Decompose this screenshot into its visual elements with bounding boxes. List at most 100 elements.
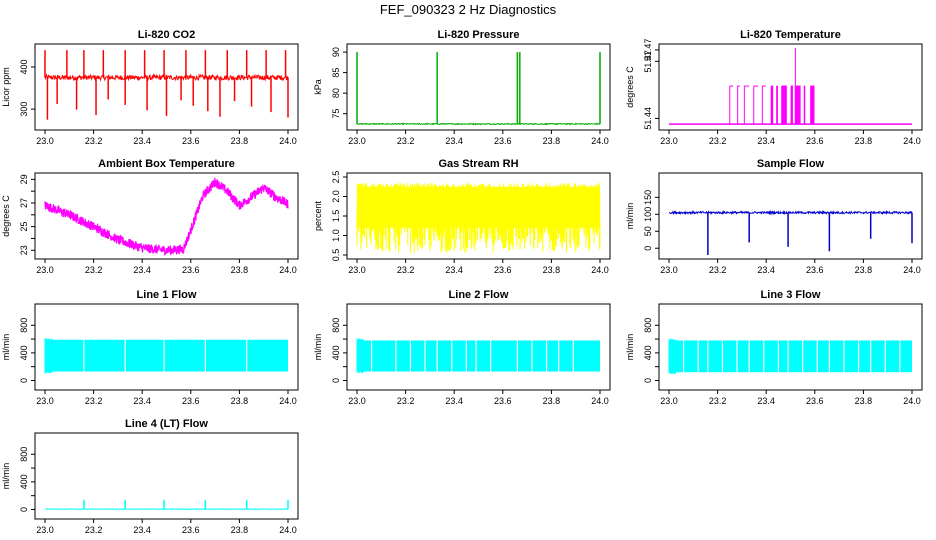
chart-title: Sample Flow: [757, 158, 825, 170]
toggle-block: [795, 86, 801, 125]
y-axis-label: kPa: [313, 79, 323, 95]
x-tick-label: 23.0: [660, 136, 678, 146]
x-tick-label: 23.2: [397, 396, 415, 406]
y-tick-label: 90: [331, 47, 341, 57]
x-tick-label: 23.6: [806, 265, 824, 275]
chart-title: Li-820 Pressure: [438, 29, 520, 41]
y-tick-label: 800: [331, 318, 341, 333]
page-title: FEF_090323 2 Hz Diagnostics: [379, 2, 557, 17]
x-tick-label: 23.6: [182, 265, 200, 275]
y-tick-label: 0: [19, 507, 29, 512]
chart-panel: Li-820 CO2 Licor ppm 23.0 23.2 23.4 23.6 23.8 2…: [1, 29, 299, 146]
plot-frame: [658, 172, 923, 260]
x-tick-label: 23.2: [85, 396, 103, 406]
x-tick-label: 23.8: [231, 136, 249, 146]
plot-frame: [34, 43, 299, 131]
x-tick-label: 23.8: [855, 265, 873, 275]
x-tick-label: 23.4: [757, 136, 775, 146]
x-tick-label: 23.8: [231, 396, 249, 406]
x-tick-label: 23.2: [709, 265, 727, 275]
x-tick-label: 23.4: [133, 525, 151, 535]
y-tick-label: 1.5: [331, 210, 341, 223]
x-tick-label: 23.2: [397, 265, 415, 275]
chart-title: Line 1 Flow: [137, 289, 197, 301]
y-tick-label: 85: [331, 68, 341, 78]
x-tick-label: 23.6: [494, 265, 512, 275]
x-tick-label: 23.0: [348, 396, 366, 406]
x-tick-label: 23.8: [543, 265, 561, 275]
plot-frame: [658, 303, 923, 391]
x-tick-label: 23.4: [133, 136, 151, 146]
y-tick-label: 400: [643, 345, 653, 360]
y-axis-label: ml/min: [313, 334, 323, 361]
y-axis-label: ml/min: [625, 203, 635, 230]
x-tick-label: 23.4: [757, 265, 775, 275]
x-tick-label: 23.0: [36, 396, 54, 406]
y-tick-label: 2.5: [331, 171, 341, 184]
x-tick-label: 23.0: [660, 265, 678, 275]
x-tick-label: 23.8: [543, 396, 561, 406]
chart-panel: Line 1 Flow ml/min 23.0 23.2 23.4 23.6 23.8 24.…: [1, 289, 299, 406]
y-tick-label: 51.47: [643, 39, 653, 62]
y-tick-label: 75: [331, 109, 341, 119]
x-tick-label: 23.4: [757, 396, 775, 406]
y-tick-label: 80: [331, 88, 341, 98]
x-tick-label: 23.2: [397, 136, 415, 146]
x-tick-label: 24.0: [903, 136, 921, 146]
chart-panel: Li-820 Pressure kPa 23.0 23.2 23.4 23.6 23.8 24…: [313, 29, 611, 146]
x-tick-label: 24.0: [903, 396, 921, 406]
y-tick-label: 400: [331, 345, 341, 360]
plot-frame: [34, 172, 299, 260]
x-tick-label: 23.8: [855, 136, 873, 146]
x-tick-label: 23.6: [182, 396, 200, 406]
y-axis-label: ml/min: [1, 463, 11, 490]
series-band: [357, 340, 600, 372]
y-tick-label: 23: [19, 245, 29, 255]
chart-panel: Line 2 Flow ml/min 23.0 23.2 23.4 23.6 23.8 24.…: [313, 289, 611, 406]
chart-title: Li-820 Temperature: [740, 29, 841, 41]
toggle-block: [791, 86, 793, 125]
chart-panel: Sample Flow ml/min 23.0 23.2 23.4 23.6 23.8 24.…: [625, 158, 923, 275]
plot-frame: [34, 432, 299, 520]
y-tick-label: 50: [643, 226, 653, 236]
series-line: [44, 177, 289, 256]
chart-panel: Ambient Box Temperature degrees C 23.0 23.2…: [1, 158, 299, 275]
x-tick-label: 23.0: [348, 136, 366, 146]
y-tick-label: 0: [643, 246, 653, 251]
toggle-block: [776, 86, 778, 125]
y-axis-label: degrees C: [625, 66, 635, 108]
toggle-block: [804, 86, 806, 125]
x-tick-label: 23.2: [85, 525, 103, 535]
x-tick-label: 23.8: [231, 265, 249, 275]
y-tick-label: 800: [19, 318, 29, 333]
y-tick-label: 300: [19, 102, 29, 117]
y-tick-label: 0: [331, 378, 341, 383]
x-tick-label: 23.2: [85, 265, 103, 275]
x-tick-label: 24.0: [279, 525, 297, 535]
chart-title: Line 3 Flow: [761, 289, 821, 301]
toggle-block: [810, 86, 815, 125]
plot-frame: [346, 43, 611, 131]
x-tick-label: 23.0: [348, 265, 366, 275]
y-tick-label: 29: [19, 174, 29, 184]
x-tick-label: 23.6: [182, 525, 200, 535]
x-tick-label: 24.0: [591, 265, 609, 275]
x-tick-label: 23.2: [709, 136, 727, 146]
chart-title: Line 2 Flow: [449, 289, 509, 301]
x-tick-label: 23.6: [494, 396, 512, 406]
x-tick-label: 23.2: [85, 136, 103, 146]
plot-frame: [658, 43, 923, 131]
x-tick-label: 23.4: [133, 265, 151, 275]
x-tick-label: 24.0: [279, 265, 297, 275]
chart-title: Line 4 (LT) Flow: [125, 418, 208, 430]
y-tick-label: 400: [19, 345, 29, 360]
y-axis-label: ml/min: [625, 334, 635, 361]
x-tick-label: 23.4: [133, 396, 151, 406]
x-tick-label: 23.4: [445, 265, 463, 275]
series-line: [356, 182, 601, 253]
series-line: [356, 122, 601, 126]
x-tick-label: 23.2: [709, 396, 727, 406]
y-tick-label: 51.44: [643, 107, 653, 130]
series-line: [668, 209, 913, 216]
